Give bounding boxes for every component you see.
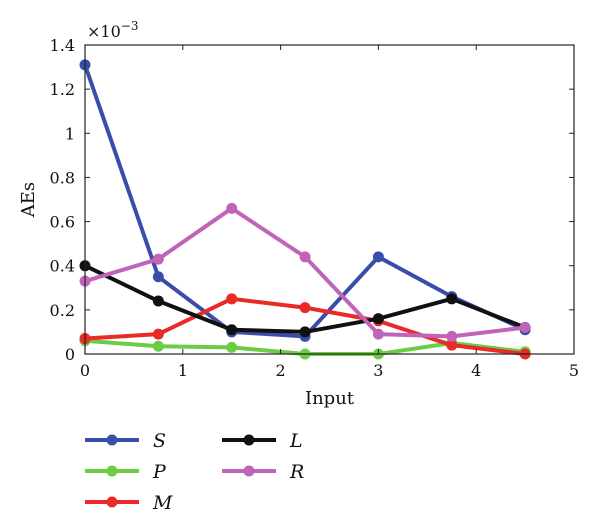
- x-axis-label: Input: [305, 388, 355, 409]
- y-axis-label: AEs: [18, 182, 39, 218]
- data-point-L: [299, 326, 311, 338]
- y-tick-label: 1.4: [50, 36, 75, 55]
- y-scale-factor: ×10: [87, 22, 121, 41]
- legend-label: M: [152, 492, 173, 514]
- data-point-L: [152, 295, 164, 307]
- legend-item-R: R: [222, 461, 304, 483]
- y-tick-label: 1: [65, 124, 75, 143]
- plot-series: [79, 59, 531, 360]
- data-point-R: [299, 251, 311, 263]
- x-tick-label: 4: [471, 361, 481, 380]
- y-tick-label: 0: [65, 345, 75, 364]
- data-point-R: [446, 330, 458, 342]
- series-R: [79, 202, 531, 342]
- data-point-R: [519, 322, 531, 334]
- legend-label: S: [153, 430, 166, 452]
- data-point-S: [372, 251, 384, 263]
- legend-marker: [243, 465, 255, 477]
- data-point-P: [152, 340, 164, 352]
- legend-item-L: L: [222, 430, 303, 452]
- y-axis-exponent: ×10−3: [87, 19, 138, 41]
- plot-frame: [84, 44, 575, 355]
- data-point-M: [152, 328, 164, 340]
- legend-marker: [106, 434, 118, 446]
- legend-marker: [106, 465, 118, 477]
- data-point-M: [446, 339, 458, 351]
- y-tick-label: 1.2: [50, 80, 75, 99]
- series-S: [79, 59, 531, 342]
- legend-item-S: S: [85, 430, 166, 452]
- x-tick-label: 2: [276, 361, 286, 380]
- legend-label: R: [289, 461, 304, 483]
- data-point-R: [152, 253, 164, 265]
- legend-label: L: [289, 430, 303, 452]
- x-tick-label: 1: [178, 361, 188, 380]
- data-point-L: [372, 313, 384, 325]
- data-point-L: [446, 293, 458, 305]
- x-tick-label: 0: [80, 361, 90, 380]
- y-scale-exponent: −3: [121, 19, 139, 33]
- y-tick-label: 0.2: [50, 301, 75, 320]
- legend-item-M: M: [85, 492, 173, 514]
- tick-labels: 0 1 2 3 4 5 0 0.2 0.4 0.6 0.8 1 1.2 1.4: [50, 36, 580, 380]
- legend-marker: [243, 434, 255, 446]
- y-tick-label: 0.4: [50, 257, 75, 276]
- data-point-M: [299, 302, 311, 314]
- data-point-R: [226, 202, 238, 214]
- data-point-P: [226, 341, 238, 353]
- legend: SPM LR: [85, 430, 304, 514]
- series-L: [79, 260, 531, 338]
- axis-ticks: [84, 44, 575, 355]
- legend-marker: [106, 496, 118, 508]
- x-tick-label: 3: [373, 361, 383, 380]
- legend-label: P: [152, 461, 167, 483]
- data-point-L: [226, 324, 238, 336]
- data-point-M: [226, 293, 238, 305]
- data-point-R: [372, 328, 384, 340]
- series-line-R: [84, 206, 526, 339]
- data-point-S: [152, 271, 164, 283]
- y-tick-label: 0.6: [50, 213, 75, 232]
- x-tick-label: 5: [569, 361, 579, 380]
- y-tick-label: 0.8: [50, 168, 75, 187]
- legend-item-P: P: [85, 461, 167, 483]
